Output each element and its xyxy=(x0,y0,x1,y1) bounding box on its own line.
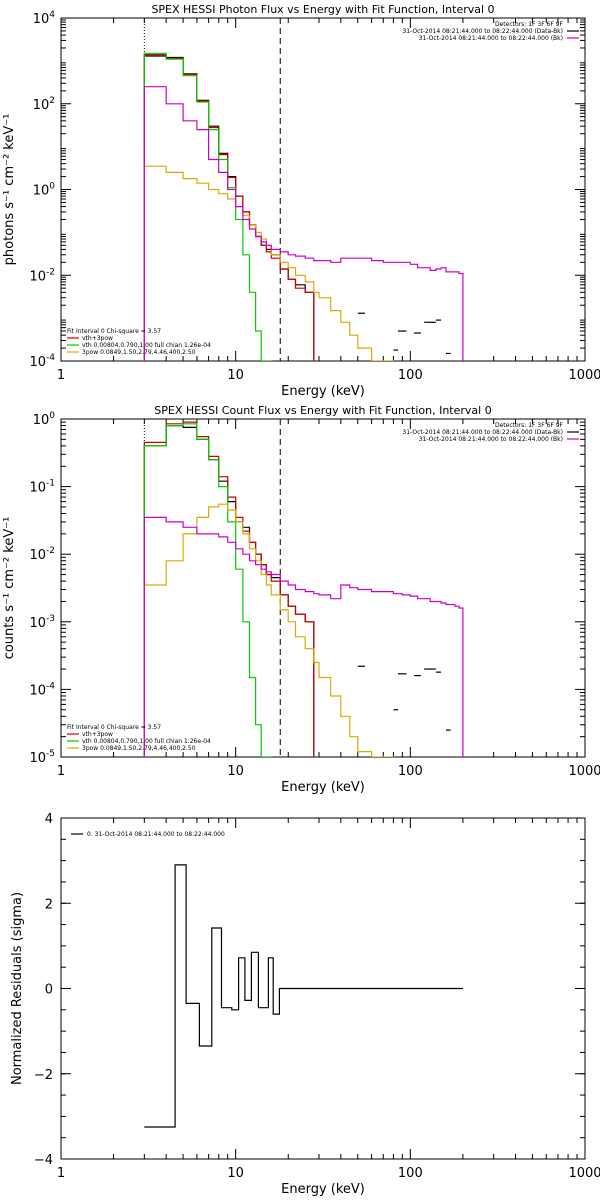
series-group xyxy=(143,52,464,361)
legend-text: Fit Interval 0 Chi-square = 3.57 xyxy=(67,328,161,335)
series-data-bk xyxy=(143,55,315,361)
x-tick-label: 10 xyxy=(227,764,244,779)
y-tick-label: −4 xyxy=(34,1153,53,1168)
y-tick-label: 100 xyxy=(33,411,56,428)
legend-text: 3pow 0.0849,1.50,2.79,4.46,400,2.50 xyxy=(82,349,196,356)
legend-text: vth 0.00804,0.790,1.00 full chian 1.26e-… xyxy=(82,342,211,349)
series-group xyxy=(143,421,464,757)
x-tick-label: 10 xyxy=(227,368,244,383)
x-tick-label: 1000 xyxy=(568,764,600,779)
x-tick-label: 1 xyxy=(57,1166,65,1181)
series-vth-3pow xyxy=(143,421,315,757)
x-tick-label: 1 xyxy=(57,764,65,779)
x-axis-label: Energy (keV) xyxy=(281,780,365,795)
x-tick-label: 1 xyxy=(57,368,65,383)
y-tick-label: 10-2 xyxy=(29,267,55,284)
y-axis-label: photons s⁻¹ cm⁻² keV⁻¹ xyxy=(2,114,17,266)
y-tick-label: 10-2 xyxy=(29,546,55,563)
y-tick-label: 2 xyxy=(45,897,53,912)
legend-text: Detectors: 1F 3F 6F 9F xyxy=(495,21,564,28)
y-tick-label: 10-4 xyxy=(29,353,55,370)
legend-text: vth+3pow xyxy=(82,335,113,342)
x-tick-label: 1000 xyxy=(568,368,600,383)
chart-panel-1: SPEX HESSI Photon Flux vs Energy with Fi… xyxy=(2,3,600,399)
legend-text: vth+3pow xyxy=(82,731,113,738)
series-vth xyxy=(143,423,272,757)
legend-text: 3pow 0.0849,1.50,2.79,4.46,400,2.50 xyxy=(82,745,196,752)
series-bk xyxy=(143,86,464,361)
series-data-bk xyxy=(143,425,315,757)
legend-text: 31-Oct-2014 08:21:44.000 to 08:22:44.000… xyxy=(402,28,563,35)
series-vth-3pow xyxy=(143,54,315,361)
legend-text: 0. 31-Oct-2014 08:21:44.000 to 08:22:44.… xyxy=(87,831,225,838)
y-tick-label: 10-3 xyxy=(29,614,55,631)
y-tick-label: −2 xyxy=(34,1068,53,1083)
legend-text: Fit Interval 0 Chi-square = 3.57 xyxy=(67,724,161,731)
x-axis-label: Energy (keV) xyxy=(281,384,365,399)
x-tick-label: 100 xyxy=(398,764,423,779)
series-3pow xyxy=(143,165,394,361)
chart-panel-3: 1 10 100 1000 Energy (keV) −4 −2 0 2 4 Normalized … xyxy=(10,812,600,1197)
y-tick-label: 104 xyxy=(33,10,56,27)
y-tick-label: 10-5 xyxy=(29,749,55,766)
x-tick-label: 10 xyxy=(227,1166,244,1181)
plot-frame xyxy=(60,418,586,758)
x-tick-label: 100 xyxy=(398,1166,423,1181)
x-tick-label: 100 xyxy=(398,368,423,383)
legend-text: 31-Oct-2014 08:21:44.000 to 08:22:44.000… xyxy=(419,436,563,443)
series-group xyxy=(144,864,463,1128)
series-bk xyxy=(143,516,464,757)
x-axis-label: Energy (keV) xyxy=(281,1182,365,1197)
y-tick-label: 4 xyxy=(45,812,53,827)
chart-panel-2: SPEX HESSI Count Flux vs Energy with Fit… xyxy=(2,404,600,795)
y-tick-label: 10-4 xyxy=(29,681,55,698)
y-tick-label: 0 xyxy=(45,983,53,998)
y-tick-label: 102 xyxy=(33,96,55,113)
chart-title: SPEX HESSI Photon Flux vs Energy with Fi… xyxy=(151,3,494,16)
y-tick-label: 100 xyxy=(33,182,56,199)
chart-title: SPEX HESSI Count Flux vs Energy with Fit… xyxy=(154,404,491,417)
y-tick-label: 10-1 xyxy=(29,479,55,496)
series-vth xyxy=(143,52,272,361)
y-axis-label: counts s⁻¹ cm⁻² keV⁻¹ xyxy=(2,517,17,660)
legend-text: 31-Oct-2014 08:21:44.000 to 08:22:44.000… xyxy=(419,35,563,42)
legend-text: vth 0.00804,0.790,1.00 full chian 1.26e-… xyxy=(82,738,211,745)
x-tick-label: 1000 xyxy=(568,1166,600,1181)
legend-text: 31-Oct-2014 08:21:44.000 to 08:22:44.000… xyxy=(402,429,563,436)
plot-frame xyxy=(60,17,586,362)
y-axis-label: Normalized Residuals (sigma) xyxy=(10,892,25,1085)
series-3pow xyxy=(143,503,394,757)
series-residuals xyxy=(144,864,463,1128)
legend-text: Detectors: 1F 3F 6F 9F xyxy=(495,422,564,429)
